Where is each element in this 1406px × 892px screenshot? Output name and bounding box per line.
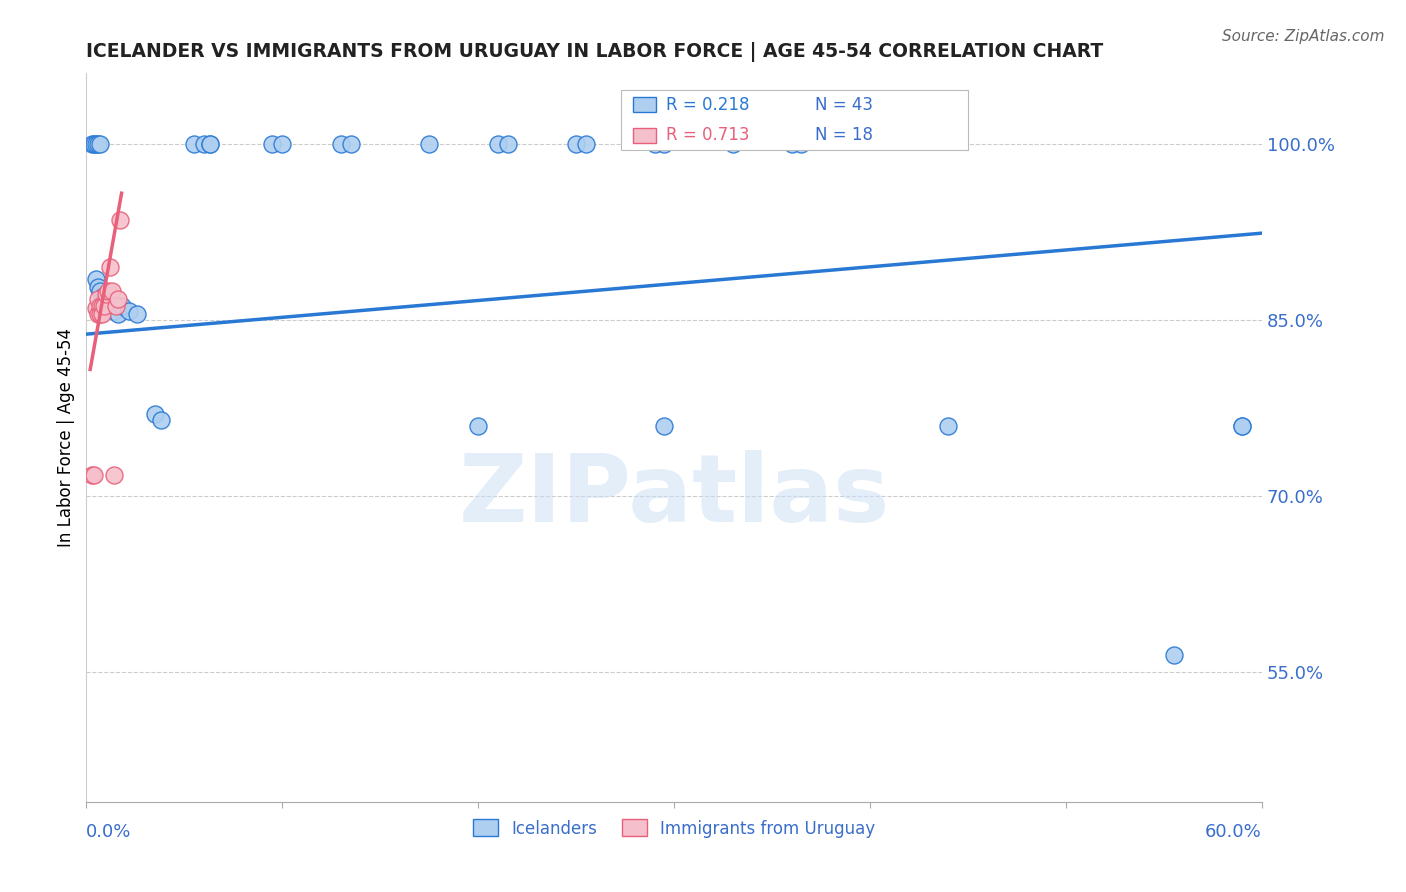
Point: [340, 136, 363, 151]
Point: [262, 136, 284, 151]
Point: [183, 136, 205, 151]
Point: [1232, 418, 1254, 433]
Text: N = 18: N = 18: [815, 127, 873, 145]
Point: [94, 287, 117, 301]
Point: [97, 284, 120, 298]
Point: [89, 136, 111, 151]
Legend: Icelanders, Immigrants from Uruguay: Icelanders, Immigrants from Uruguay: [467, 813, 882, 844]
Point: [104, 299, 127, 313]
Point: [467, 418, 489, 433]
Point: [721, 136, 744, 151]
Point: [84, 301, 107, 316]
Point: [418, 136, 440, 151]
Point: [110, 299, 132, 313]
Point: [198, 136, 221, 151]
Point: [103, 303, 125, 318]
Point: [98, 260, 121, 275]
Point: [271, 136, 294, 151]
Point: [107, 307, 129, 321]
Point: [938, 418, 960, 433]
Text: R = 0.713: R = 0.713: [666, 127, 749, 145]
Point: [330, 136, 353, 151]
Point: [127, 307, 149, 321]
Point: [575, 136, 598, 151]
Point: [84, 136, 107, 151]
Point: [652, 418, 675, 433]
Point: [89, 284, 111, 298]
Point: [91, 289, 114, 303]
Point: [496, 136, 519, 151]
Point: [82, 468, 104, 483]
Point: [193, 136, 215, 151]
Point: [89, 299, 111, 313]
Point: [98, 295, 121, 310]
Point: [87, 292, 110, 306]
Point: [84, 272, 107, 286]
Point: [644, 136, 666, 151]
Point: [87, 280, 110, 294]
Text: R = 0.218: R = 0.218: [666, 95, 749, 114]
Point: [93, 299, 115, 313]
Text: Source: ZipAtlas.com: Source: ZipAtlas.com: [1222, 29, 1385, 44]
Point: [118, 303, 141, 318]
Point: [780, 136, 803, 151]
Point: [100, 284, 122, 298]
Point: [565, 136, 588, 151]
Point: [486, 136, 509, 151]
Point: [790, 136, 813, 151]
FancyBboxPatch shape: [621, 90, 967, 150]
Point: [103, 468, 125, 483]
Point: [652, 136, 675, 151]
Point: [91, 299, 114, 313]
Point: [91, 307, 114, 321]
Point: [82, 136, 104, 151]
Point: [87, 136, 110, 151]
Point: [198, 136, 221, 151]
Point: [143, 407, 166, 421]
Point: [107, 292, 129, 306]
Point: [149, 413, 172, 427]
Point: [1232, 418, 1254, 433]
Bar: [633, 97, 657, 112]
Text: 60.0%: 60.0%: [1205, 822, 1263, 841]
Bar: [633, 128, 657, 143]
Text: ICELANDER VS IMMIGRANTS FROM URUGUAY IN LABOR FORCE | AGE 45-54 CORRELATION CHAR: ICELANDER VS IMMIGRANTS FROM URUGUAY IN …: [86, 42, 1104, 62]
Point: [87, 307, 110, 321]
Point: [1163, 648, 1185, 662]
Point: [83, 468, 105, 483]
Text: N = 43: N = 43: [815, 95, 873, 114]
Point: [93, 292, 115, 306]
Point: [89, 307, 111, 321]
Text: 0.0%: 0.0%: [86, 822, 132, 841]
Text: ZIPatlas: ZIPatlas: [458, 450, 890, 541]
Point: [83, 136, 105, 151]
Point: [94, 287, 117, 301]
Point: [108, 213, 131, 227]
Y-axis label: In Labor Force | Age 45-54: In Labor Force | Age 45-54: [58, 328, 75, 547]
